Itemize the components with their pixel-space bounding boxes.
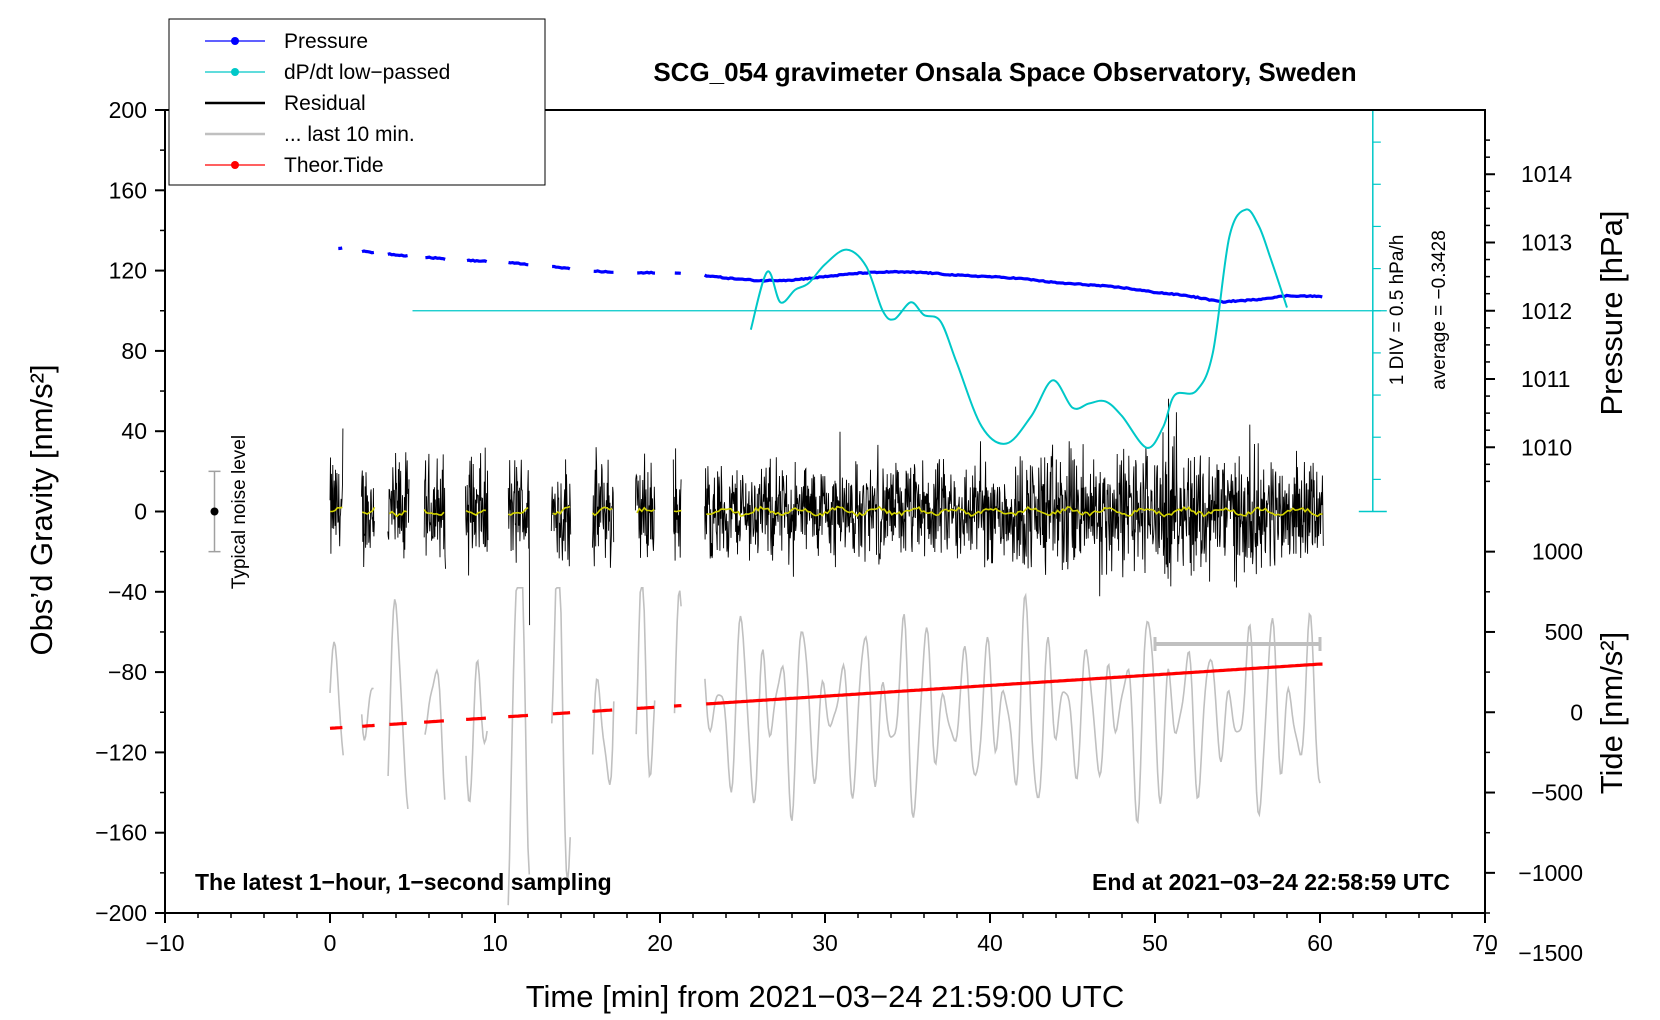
noise-level-label: Typical noise level <box>229 435 250 589</box>
pressure-tick-label: 1012 <box>1521 298 1572 324</box>
y-axis-title-gravity: Obs’d Gravity [nm/s²] <box>24 364 59 655</box>
y-tick-label: 160 <box>109 177 147 203</box>
end-time-note: End at 2021−03−24 22:58:59 UTC <box>1092 869 1450 895</box>
x-tick-label: 60 <box>1307 930 1333 956</box>
pressure-tick-label: 1013 <box>1521 229 1572 255</box>
x-tick-label: 10 <box>482 930 508 956</box>
dpdt-scale-label: 1 DIV = 0.5 hPa/h <box>1387 235 1408 386</box>
sampling-note: The latest 1−hour, 1−second sampling <box>195 869 612 895</box>
series-last10 <box>329 587 1321 906</box>
y-tick-label: −120 <box>95 739 147 765</box>
series-theor-tide <box>329 662 1323 730</box>
y-axis-title-tide: Tide [nm/s²] <box>1594 632 1629 795</box>
tide-tick-label: −1500 <box>1518 940 1583 966</box>
x-tick-label: 30 <box>812 930 838 956</box>
legend-swatch-marker <box>231 37 239 45</box>
y-tick-label: 120 <box>109 258 147 284</box>
tide-tick-label: −1000 <box>1518 860 1583 886</box>
x-tick-label: 40 <box>977 930 1003 956</box>
y-tick-label: 200 <box>109 97 147 123</box>
y-tick-label: −160 <box>95 820 147 846</box>
pressure-tick-label: 1011 <box>1521 366 1570 392</box>
pressure-tick-label: 1010 <box>1521 434 1572 460</box>
series-residual-smoothed <box>330 505 1323 518</box>
legend-items: Pressure dP/dt low−passed Residual ... last… <box>205 30 450 177</box>
y-tick-label: 40 <box>121 418 147 444</box>
x-tick-label: 0 <box>324 930 337 956</box>
y-tick-label: −200 <box>95 900 147 926</box>
y-tick-label: −80 <box>108 659 147 685</box>
legend-swatch-marker <box>231 68 239 76</box>
y-tick-label: −40 <box>108 579 147 605</box>
legend: Pressure dP/dt low−passed Residual ... last… <box>168 18 546 186</box>
pressure-tick-label: 1014 <box>1521 161 1572 187</box>
y-tick-label: 0 <box>134 499 147 525</box>
x-axis-title: Time [min] from 2021−03−24 21:59:00 UTC <box>526 979 1125 1014</box>
tide-tick-label: 0 <box>1570 699 1583 725</box>
legend-label: dP/dt low−passed <box>284 61 450 84</box>
x-tick-label: 20 <box>647 930 673 956</box>
noise-bar-center <box>210 507 219 516</box>
tide-tick-label: −500 <box>1531 780 1583 806</box>
legend-label: Theor.Tide <box>284 154 384 177</box>
chart-title: SCG_054 gravimeter Onsala Space Observat… <box>653 57 1356 87</box>
series-pressure <box>338 246 1323 304</box>
legend-label: ... last 10 min. <box>284 123 415 146</box>
axes-layer: −10 0 10 20 30 40 50 60 70 −200 −160 −120 −80 −40 0 40 8… <box>95 97 1583 966</box>
x-tick-label: −10 <box>145 930 184 956</box>
x-tick-label: 70 <box>1472 930 1498 956</box>
data-layer <box>208 110 1387 906</box>
y-axis-title-pressure: Pressure [hPa] <box>1594 210 1629 415</box>
series-dpdt <box>749 208 1288 449</box>
tide-tick-label: 500 <box>1545 619 1583 645</box>
x-tick-label: 50 <box>1142 930 1168 956</box>
legend-swatch-marker <box>231 161 239 169</box>
legend-label: Residual <box>284 92 366 115</box>
dpdt-average-label: average = −0.3428 <box>1429 230 1450 390</box>
legend-label: Pressure <box>284 30 368 53</box>
y-tick-label: 80 <box>121 338 147 364</box>
tide-tick-label: 1000 <box>1532 539 1583 565</box>
